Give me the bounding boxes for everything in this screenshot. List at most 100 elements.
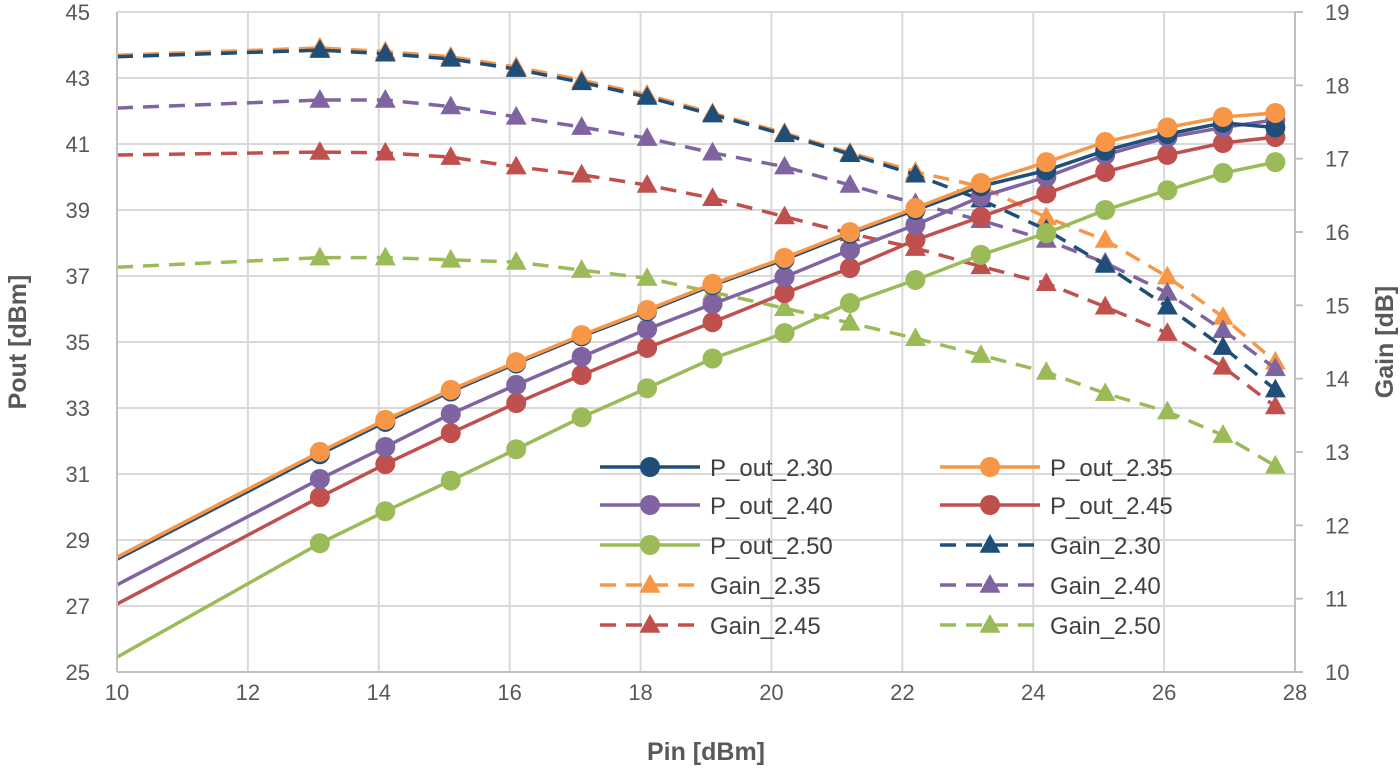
legend-item: Gain_2.40 <box>940 573 1161 600</box>
y2-tick-label: 14 <box>1325 367 1349 392</box>
x-tick-label: 26 <box>1152 680 1176 705</box>
legend-marker <box>639 614 661 633</box>
data-point <box>1035 361 1057 380</box>
data-point <box>571 365 592 385</box>
data-point <box>375 501 396 522</box>
data-point <box>506 393 527 414</box>
data-point <box>702 187 723 206</box>
legend-label: P_out_2.40 <box>710 493 833 520</box>
data-point <box>1094 254 1116 273</box>
data-point <box>970 172 991 193</box>
y-tick-label: 43 <box>66 66 90 91</box>
data-point <box>1265 152 1286 173</box>
data-point <box>1156 265 1178 285</box>
data-point <box>637 299 658 320</box>
data-point <box>374 246 396 266</box>
data-point <box>440 47 462 67</box>
legend-marker <box>979 614 1001 633</box>
data-point <box>1212 424 1234 443</box>
y2-tick-label: 15 <box>1325 293 1349 318</box>
data-point <box>309 441 330 462</box>
data-point <box>1264 454 1286 474</box>
data-point <box>1094 229 1116 248</box>
data-point <box>505 155 527 175</box>
data-point <box>505 58 527 77</box>
data-point <box>374 89 396 108</box>
data-point <box>904 163 926 183</box>
data-point <box>774 205 795 225</box>
data-point <box>375 409 396 430</box>
data-point <box>702 312 723 333</box>
x-tick-label: 14 <box>367 680 391 705</box>
data-point <box>571 259 593 278</box>
y-tick-label: 45 <box>66 0 90 25</box>
data-point <box>309 533 330 554</box>
data-point <box>440 423 461 444</box>
data-point <box>1157 180 1178 201</box>
data-point <box>1264 395 1286 415</box>
data-point <box>374 42 396 62</box>
legend-marker <box>640 457 660 477</box>
data-point <box>970 206 991 227</box>
y2-tick-label: 13 <box>1325 440 1349 465</box>
data-point <box>1095 132 1116 153</box>
series-Gain_2.50 <box>116 246 1286 474</box>
data-point <box>1036 223 1057 244</box>
data-point <box>839 222 860 243</box>
data-point <box>1094 295 1116 315</box>
data-point <box>1035 272 1057 292</box>
data-point <box>636 127 658 146</box>
data-point <box>1212 306 1234 325</box>
data-point <box>839 174 861 193</box>
data-point <box>1213 163 1234 184</box>
data-point <box>905 214 926 235</box>
y-axis-label: Pout [dBm] <box>4 275 32 410</box>
data-point <box>1094 382 1116 402</box>
legend-item: P_out_2.40 <box>600 493 833 520</box>
data-point <box>571 163 593 183</box>
legend-label: P_out_2.35 <box>1050 455 1173 482</box>
y2-axis-label: Gain [dB] <box>1371 286 1399 399</box>
y2-tick-label: 19 <box>1325 0 1349 25</box>
legend-label: Gain_2.30 <box>1050 533 1161 560</box>
data-point <box>774 266 795 287</box>
data-point <box>571 325 592 346</box>
data-point <box>970 244 991 265</box>
legend-label: Gain_2.45 <box>710 613 821 640</box>
data-point <box>774 123 795 143</box>
data-point <box>1035 206 1057 226</box>
data-point <box>375 436 396 457</box>
data-point <box>440 146 462 165</box>
legend-marker <box>640 535 660 555</box>
y-tick-label: 39 <box>66 198 90 223</box>
data-point <box>839 239 860 260</box>
data-point <box>905 269 926 290</box>
legend-label: P_out_2.45 <box>1050 493 1173 520</box>
data-point <box>1036 152 1057 173</box>
data-point <box>374 141 396 161</box>
x-tick-label: 24 <box>1021 680 1045 705</box>
y-tick-label: 37 <box>66 264 90 289</box>
series-P_out_2.50 <box>116 152 1286 659</box>
y2-tick-label: 12 <box>1325 513 1349 538</box>
legend-item: P_out_2.35 <box>940 455 1173 482</box>
data-point <box>309 89 331 108</box>
legend-marker <box>980 495 1000 515</box>
y2-tick-label: 11 <box>1325 587 1348 612</box>
series-line <box>116 48 1277 392</box>
data-point <box>1095 162 1116 183</box>
axes: 10 12 14 16 18 20 22 24 26 28 25 27 29 31 33 35 37 39 41 43… <box>66 0 1350 705</box>
legend-item: Gain_2.30 <box>940 533 1161 560</box>
data-point <box>505 251 527 270</box>
legend-item: P_out_2.45 <box>940 493 1173 520</box>
x-tick-label: 12 <box>236 680 260 705</box>
data-point <box>440 403 461 424</box>
data-point <box>1213 133 1234 154</box>
y2-tick-label: 18 <box>1325 73 1349 98</box>
data-point <box>1156 281 1178 301</box>
data-point <box>1212 319 1234 338</box>
data-point <box>1156 400 1178 420</box>
data-point <box>839 311 861 331</box>
data-point <box>637 337 658 358</box>
